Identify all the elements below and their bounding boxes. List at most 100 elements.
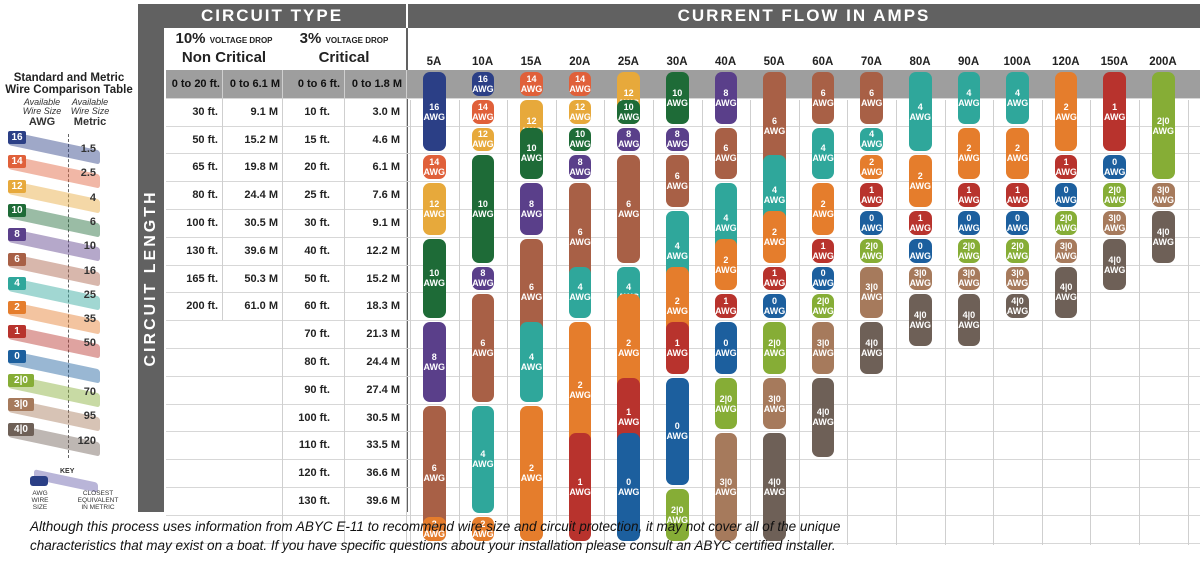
wire-size-unit: AWG <box>1006 97 1029 108</box>
wire-size-bar: 4|0 AWG <box>1054 266 1078 319</box>
wire-size-unit: AWG <box>958 195 980 206</box>
wire-size-bar: 0 AWG <box>666 377 689 485</box>
wire-size-unit: AWG <box>812 347 834 358</box>
length-cell: 0 to 6 ft. <box>297 78 340 90</box>
wire-size-unit: AWG <box>763 278 786 289</box>
wire-size-unit: AWG <box>423 528 446 539</box>
wire-size-value: 4|0 <box>816 407 830 418</box>
awg-chip: 3|0 <box>8 398 34 412</box>
length-cell: 70 ft. <box>304 328 330 341</box>
wire-size-value: 1 <box>626 407 632 418</box>
wire-size-unit: AWG <box>472 459 494 470</box>
wire-size-unit: AWG <box>569 111 591 122</box>
amp-col-line <box>896 100 897 545</box>
wire-size-value: 0 <box>771 296 777 307</box>
length-cell: 6.1 M <box>372 161 400 174</box>
wire-size-value: 0 <box>1014 212 1020 223</box>
wire-size-bar: 0 AWG <box>1006 211 1029 235</box>
wire-size-unit: AWG <box>909 278 932 289</box>
length-cell: 0 to 1.8 M <box>351 78 402 90</box>
wire-size-unit: AWG <box>715 222 737 233</box>
wire-size-value: 8 <box>626 129 632 140</box>
wire-size-unit: AWG <box>860 347 883 358</box>
footer-line1: Although this process uses information f… <box>30 519 841 534</box>
wire-size-unit: AWG <box>520 83 543 94</box>
circuit-type-header: CIRCUIT TYPE <box>138 4 406 28</box>
length-cell: 130 ft. <box>298 495 330 507</box>
noncritical-header: 10% VOLTAGE DROP Non Critical <box>166 30 282 66</box>
wire-size-value: 4|0 <box>914 310 927 321</box>
length-cell: 0 to 20 ft. <box>171 78 220 90</box>
wire-size-unit: AWG <box>1006 250 1029 261</box>
wire-size-value: 16 <box>477 73 488 84</box>
wire-size-value: 12 <box>575 101 586 112</box>
amp-col-line <box>944 100 946 545</box>
wire-size-value: 1 <box>1014 185 1020 196</box>
length-cell: 25 ft. <box>304 189 330 202</box>
crit-name: Critical <box>318 49 370 66</box>
wire-size-bar: 4|0 AWG <box>957 294 981 346</box>
wire-size-value: 2 <box>626 337 632 348</box>
wire-size-unit: AWG <box>958 320 980 331</box>
wire-size-bar: 2|0 AWG <box>860 238 883 263</box>
wire-size-unit: AWG <box>617 417 640 428</box>
wire-size-unit: AWG <box>715 153 737 164</box>
wire-size-bar: 8 AWG <box>617 127 640 152</box>
wire-size-value: 6 <box>577 226 583 237</box>
wire-size-bar: 0 AWG <box>714 322 738 374</box>
wire-size-bar: 2|0 AWG <box>1054 211 1078 235</box>
wire-size-value: 2|0 <box>671 504 684 515</box>
wire-size-bar: 6 AWG <box>520 238 543 346</box>
wire-size-unit: AWG <box>860 222 883 233</box>
wire-size-value: 1 <box>723 296 729 307</box>
wire-size-value: 16 <box>429 101 440 112</box>
wire-size-bar: 8 AWG <box>666 127 689 152</box>
wire-size-bar: 8 AWG <box>471 266 495 291</box>
wire-size-value: 0 <box>674 421 680 432</box>
wire-size-value: 10 <box>575 129 586 140</box>
wire-size-value: 4 <box>528 351 534 362</box>
wire-size-bar: 2 AWG <box>714 238 738 291</box>
wire-size-value: 10 <box>477 198 488 209</box>
metric-value: 95 <box>83 410 96 423</box>
wire-size-bar: 16 AWG <box>471 72 495 96</box>
wire-size-unit: AWG <box>569 486 591 497</box>
wire-size-value: 2 <box>917 171 923 182</box>
amp-col-line <box>555 100 557 545</box>
wire-size-bar: 6 AWG <box>423 405 446 541</box>
metric-value: 120 <box>77 434 96 447</box>
wire-size-bar: 0 AWG <box>860 211 883 235</box>
wire-size-value: 1 <box>577 476 583 487</box>
wire-size-value: 1 <box>674 337 680 348</box>
amp-col-line <box>798 100 800 545</box>
key-sample-awg-swatch <box>30 476 48 486</box>
row-line <box>166 542 1200 544</box>
wire-size-bar: 10 AWG <box>471 155 495 263</box>
wire-size-unit: AWG <box>958 97 980 108</box>
awg-chip: 4|0 <box>8 422 34 436</box>
length-cell: 65 ft. <box>192 161 218 174</box>
wire-size-value: 1 <box>820 240 826 251</box>
metric-value: 70 <box>83 386 96 398</box>
length-col-line <box>344 70 345 543</box>
wire-size-unit: AWG <box>472 278 494 289</box>
wire-size-unit: AWG <box>1055 222 1077 233</box>
wire-size-bar: 6 AWG <box>860 72 883 124</box>
wire-size-unit: AWG <box>569 292 591 303</box>
wire-size-value: 6 <box>626 198 632 209</box>
wire-size-bar: 2|0 AWG <box>811 294 835 319</box>
wire-size-bar: 0 AWG <box>763 294 786 319</box>
amp-col-line <box>1187 100 1189 545</box>
length-cell: 30.5 M <box>366 411 400 424</box>
wire-size-value: 0 <box>966 212 972 223</box>
side-divider-line <box>68 134 69 458</box>
wire-size-unit: AWG <box>666 250 689 261</box>
wire-size-value: 0 <box>1112 157 1118 168</box>
wire-size-bar: 2|0 AWG <box>1103 183 1126 207</box>
amp-label: 200A <box>1149 56 1177 68</box>
wire-size-unit: AWG <box>666 431 689 442</box>
